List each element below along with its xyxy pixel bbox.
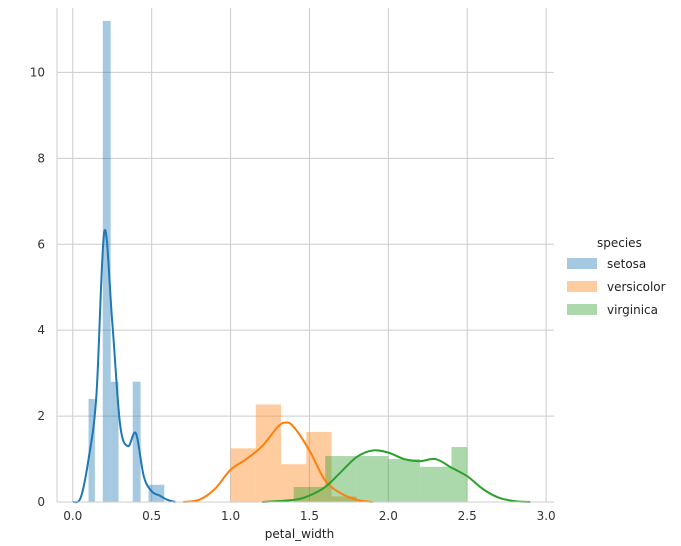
y-tick-label: 0 [37,495,45,509]
grid [57,8,554,503]
kde-line-versicolor [183,421,373,503]
legend-swatch-setosa [567,258,597,269]
x-tick-label: 1.5 [300,509,319,523]
x-tick-label: 0.5 [142,509,161,523]
hist-bar-virginica [388,459,420,502]
kde-line-setosa [72,229,176,504]
hist-bar-virginica [451,447,468,502]
x-tick-label: 3.0 [537,509,556,523]
hist-bar-setosa [88,398,95,502]
y-tick-label: 6 [37,237,45,251]
legend-label-virginica: virginica [607,303,658,317]
kde-curves [72,229,531,504]
hist-bar-virginica [356,456,389,502]
y-tick-label: 8 [37,151,45,165]
kde-line-virginica [262,449,531,503]
hist-bar-versicolor [230,448,256,502]
legend-swatch-virginica [567,304,597,315]
histogram-bars [88,20,468,502]
hist-bar-virginica [419,466,452,502]
x-tick-label: 0.0 [63,509,82,523]
y-tick-label: 10 [30,65,45,79]
legend-label-setosa: setosa [607,257,646,271]
legend-label-versicolor: versicolor [607,280,666,294]
hist-bar-versicolor [281,464,307,502]
hist-bar-setosa [148,484,157,502]
x-tick-label: 2.5 [458,509,477,523]
hist-bar-versicolor [331,496,357,502]
y-tick-label: 2 [37,409,45,423]
y-tick-label: 4 [37,323,45,337]
legend: species setosa versicolor virginica [567,236,666,317]
legend-title: species [597,236,642,250]
axes: 0.0 0.5 1.0 1.5 2.0 2.5 3.0 0 2 4 6 8 10 [30,8,556,523]
hist-bar-versicolor [255,404,282,502]
hist-bar-setosa [102,20,111,502]
hist-bar-setosa [156,484,165,502]
x-tick-label: 2.0 [379,509,398,523]
hist-bar-setosa [110,381,119,502]
hist-bar-virginica [325,456,357,502]
legend-swatch-versicolor [567,281,597,292]
hist-bar-setosa [132,381,141,502]
x-tick-label: 1.0 [221,509,240,523]
x-axis-label: petal_width [265,527,334,541]
